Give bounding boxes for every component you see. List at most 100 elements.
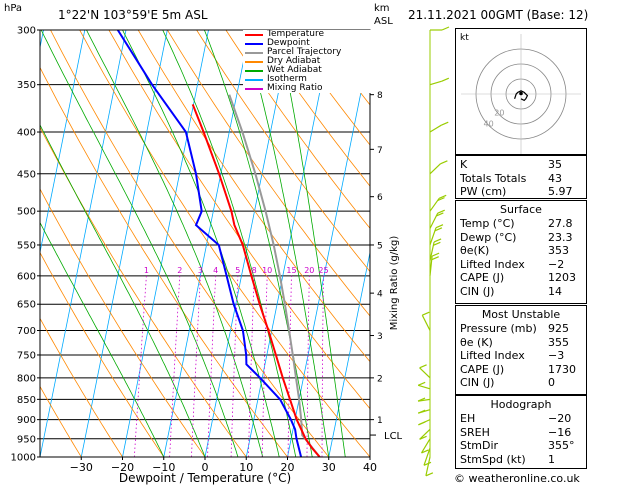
isotherm-line (369, 454, 370, 457)
legend-item: Isotherm (243, 75, 371, 84)
row-key: StmSpd (kt) (460, 452, 526, 466)
table-row: Lifted Index −3 (460, 349, 582, 362)
legend-item: Dewpoint (243, 39, 371, 48)
x-axis-label: Dewpoint / Temperature (°C) (119, 471, 291, 485)
wet-adiabat-line (86, 30, 264, 457)
row-key: CIN (J) (460, 376, 495, 389)
row-key: Totals Totals (460, 171, 527, 185)
height-tick-label: 4 (377, 290, 383, 300)
table-row: PW (cm) 5.97 (460, 185, 582, 198)
table-title: Surface (500, 203, 542, 216)
table-row: StmSpd (kt) 1 (460, 453, 582, 466)
legend-swatch (245, 79, 263, 81)
legend-label: Isotherm (267, 74, 307, 84)
row-key: SREH (460, 425, 490, 439)
legend-swatch (245, 88, 263, 90)
table-row: θe(K) 353 (460, 244, 582, 257)
isotherm-line (163, 30, 251, 457)
height-tick-label: 6 (377, 193, 383, 203)
hodograph-ring-label: 20 (494, 109, 504, 118)
wind-barb-flag (418, 421, 426, 426)
table-row: CIN (J) 0 (460, 376, 582, 389)
row-value: −3 (548, 349, 565, 362)
copyright-label: © weatheronline.co.uk (454, 472, 580, 485)
dry-adiabat-line (254, 30, 370, 187)
mixing-ratio-line (306, 275, 310, 457)
wind-barb (423, 447, 431, 466)
row-key: Temp (°C) (460, 217, 515, 230)
wind-barb-flag (419, 435, 427, 440)
legend-swatch (245, 70, 263, 72)
row-value: 23.3 (548, 230, 573, 244)
isotherm-line (245, 30, 333, 457)
height-tick-label: 7 (377, 146, 383, 156)
wet-adiabat-line (122, 30, 280, 457)
location-label: 1°22'N 103°59'E 5m ASL (58, 8, 208, 22)
pressure-tick-label: 700 (17, 326, 36, 337)
table-row: Totals Totals 43 (460, 172, 582, 185)
wind-barb-flag (436, 212, 444, 217)
hodograph-ring-label: 40 (484, 119, 494, 128)
mixing-ratio-label: 2 (177, 266, 182, 275)
wind-barb-flag (434, 227, 443, 232)
wind-barb-flag (435, 224, 444, 229)
mixing-ratio-label: 5 (235, 266, 240, 275)
wind-barb-flag (433, 238, 442, 243)
wet-adiabat-line (243, 30, 330, 457)
pressure-tick-label: 650 (17, 300, 36, 311)
legend-swatch (245, 34, 263, 36)
wind-barb-flag (441, 26, 450, 31)
isotherm-line (204, 30, 292, 457)
wind-barb (429, 80, 442, 86)
row-key: θe(K) (460, 244, 490, 257)
row-value: 353 (548, 244, 569, 257)
table-row: Pressure (mb) 925 (460, 322, 582, 335)
legend-item: Dry Adiabat (243, 57, 371, 66)
row-key: StmDir (460, 439, 499, 452)
row-key: Dewp (°C) (460, 230, 517, 244)
height-unit-top: km (374, 3, 390, 14)
legend-item: Mixing Ratio (243, 84, 371, 93)
isotherm-line (122, 30, 209, 457)
hodograph-trace (514, 90, 529, 102)
wind-barb (421, 314, 431, 331)
wind-barb (419, 367, 431, 379)
wind-barb (429, 163, 441, 175)
pressure-tick-label: 450 (17, 169, 36, 180)
hodograph-unit-label: kt (460, 33, 469, 43)
wind-barb-flag (431, 256, 439, 261)
pressure-tick-label: 750 (17, 350, 36, 361)
wind-barb-flag (437, 197, 445, 202)
mixing-ratio-label: 3 (198, 266, 203, 275)
mixing-ratio-line (230, 275, 239, 457)
dry-adiabat-line (40, 317, 123, 457)
wet-adiabat-line (162, 30, 297, 457)
legend-item: Wet Adiabat (243, 66, 371, 75)
table-title: Most Unstable (481, 308, 561, 321)
legend-item: Parcel Trajectory (243, 48, 371, 57)
mixing-ratio-line (169, 275, 181, 457)
wind-barb (429, 124, 442, 133)
mixing-ratio-label: 20 (304, 266, 314, 275)
legend-label: Parcel Trajectory (267, 47, 342, 57)
isotherm-line (40, 30, 86, 255)
pressure-tick-label: 550 (17, 240, 36, 251)
wind-barb-flag (419, 364, 427, 369)
legend-label: Temperature (267, 29, 325, 39)
row-key: Lifted Index (460, 257, 525, 271)
temp-tick-label: −10 (152, 461, 175, 474)
isotherm-line (328, 250, 370, 457)
pressure-tick-label: 950 (17, 434, 36, 445)
storm-motion-marker (519, 91, 523, 96)
row-key: PW (cm) (460, 185, 507, 198)
isotherm-line (80, 30, 168, 457)
legend: Temperature Dewpoint Parcel Trajectory Dry … (243, 30, 371, 93)
legend-item: Temperature (243, 30, 371, 39)
dry-adiabat-line (108, 30, 370, 410)
wet-adiabat-line (204, 30, 313, 457)
dry-adiabat-line (40, 251, 165, 457)
legend-label: Mixing Ratio (267, 83, 323, 93)
dry-adiabat-line (196, 30, 370, 273)
row-key: K (460, 158, 468, 171)
pressure-tick-label: 900 (17, 415, 36, 426)
